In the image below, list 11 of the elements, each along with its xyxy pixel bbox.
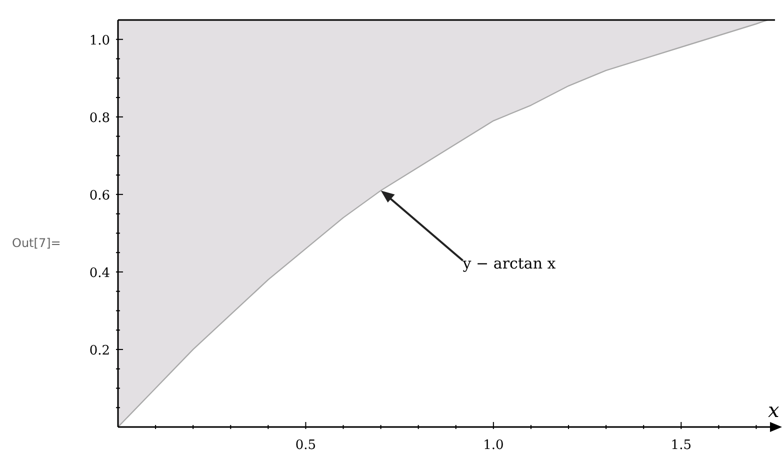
x-axis-title: x [768,398,780,422]
y-tick-label: 1.0 [89,33,110,48]
x-tick-label: 1.5 [670,438,692,453]
y-tick-label: 0.6 [89,188,110,204]
y-tick-label: 0.8 [89,110,110,126]
x-tick-label: 1.0 [483,438,504,453]
annotation: y − arctan x [462,254,556,273]
x-tick-label: 0.5 [295,438,316,453]
y-tick-label: 0.4 [89,266,110,281]
text: Out[7]= [12,236,61,250]
y-tick-label: 0.2 [89,343,110,358]
